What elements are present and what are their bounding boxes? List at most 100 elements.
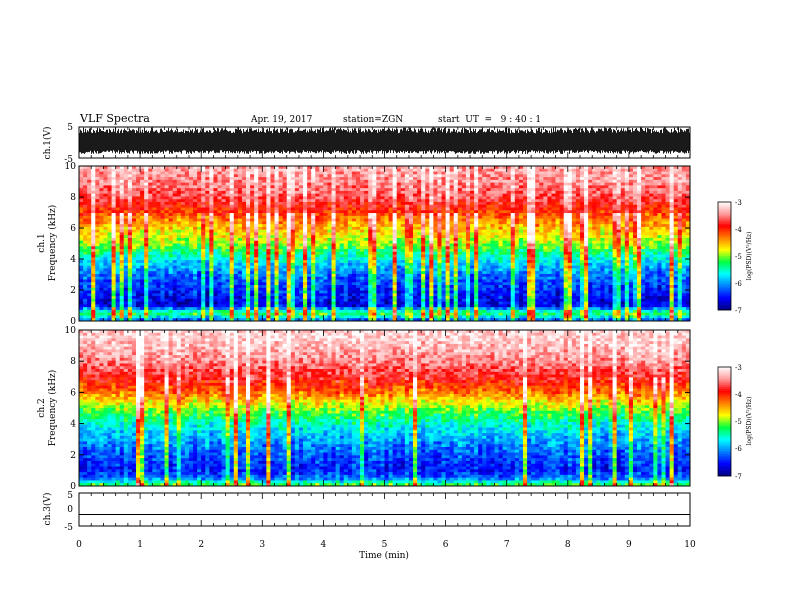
spectrogram-cell <box>156 230 160 233</box>
spectrogram-cell <box>360 185 364 188</box>
spectrogram-cell <box>340 172 344 175</box>
spectrogram-cell <box>270 205 274 208</box>
spectrogram-cell <box>327 183 331 186</box>
spectrogram-cell <box>287 219 291 222</box>
spectrogram-cell <box>103 221 107 224</box>
spectrogram-cell <box>315 205 319 208</box>
spectrogram-cell <box>152 208 156 211</box>
spectrogram-cell <box>413 199 417 202</box>
spectrogram-cell <box>83 255 87 258</box>
spectrogram-cell <box>291 252 295 255</box>
spectrogram-cell <box>103 263 107 266</box>
spectrogram-cell <box>250 224 254 227</box>
spectrogram-cell <box>87 188 91 191</box>
spectrogram-cell <box>327 196 331 199</box>
spectrogram-cell <box>254 227 258 230</box>
spectrogram-cell <box>380 199 384 202</box>
spectrogram-cell <box>352 271 356 274</box>
spectrogram-cell <box>189 191 193 194</box>
spectrogram-cell <box>165 304 169 307</box>
spectrogram-cell <box>222 313 226 316</box>
spectrogram-cell <box>323 310 327 313</box>
spectrogram-cell <box>356 313 360 316</box>
spectrogram-cell <box>307 255 311 258</box>
spectrogram-cell <box>332 304 336 307</box>
spectrogram-cell <box>120 241 124 244</box>
spectrogram-cell <box>307 263 311 266</box>
spectrogram-cell <box>275 279 279 282</box>
spectrogram-cell <box>136 257 140 260</box>
spectrogram-cell <box>425 268 429 271</box>
spectrogram-cell <box>380 255 384 258</box>
spectrogram-cell <box>303 302 307 305</box>
spectrogram-cell <box>275 302 279 305</box>
ch1-waveform-ylabel: ch.1(V) <box>42 127 53 160</box>
spectrogram-cell <box>303 244 307 247</box>
spectrogram-cell <box>116 302 120 305</box>
spectrogram-cell <box>401 307 405 310</box>
spectrogram-cell <box>315 249 319 252</box>
spectrogram-cell <box>380 302 384 305</box>
spectrogram-cell <box>356 302 360 305</box>
spectrogram-cell <box>99 271 103 274</box>
spectrogram-cell <box>401 302 405 305</box>
spectrogram-cell <box>205 213 209 216</box>
spectrogram-cell <box>327 288 331 291</box>
spectrogram-cell <box>291 183 295 186</box>
spectrogram-cell <box>173 238 177 241</box>
spectrogram-cell <box>246 307 250 310</box>
spectrogram-cell <box>124 310 128 313</box>
spectrogram-cell <box>124 208 128 211</box>
spectrogram-cell <box>283 296 287 299</box>
spectrogram-cell <box>307 291 311 294</box>
spectrogram-cell <box>169 238 173 241</box>
spectrogram-cell <box>103 224 107 227</box>
spectrogram-cell <box>213 188 217 191</box>
spectrogram-cell <box>266 263 270 266</box>
spectrogram-cell <box>79 241 83 244</box>
spectrogram-cell <box>99 224 103 227</box>
spectrogram-cell <box>319 246 323 249</box>
spectrogram-cell <box>319 244 323 247</box>
spectrogram-cell <box>197 268 201 271</box>
spectrogram-cell <box>185 205 189 208</box>
spectrogram-cell <box>160 313 164 316</box>
spectrogram-cell <box>165 232 169 235</box>
spectrogram-cell <box>246 194 250 197</box>
spectrogram-cell <box>372 230 376 233</box>
spectrogram-cell <box>429 293 433 296</box>
spectrogram-cell <box>360 227 364 230</box>
spectrogram-cell <box>177 246 181 249</box>
spectrogram-cell <box>213 282 217 285</box>
spectrogram-cell <box>209 288 213 291</box>
spectrogram-cell <box>87 282 91 285</box>
spectrogram-cell <box>303 205 307 208</box>
spectrogram-cell <box>217 282 221 285</box>
spectrogram-cell <box>246 257 250 260</box>
spectrogram-cell <box>405 304 409 307</box>
spectrogram-cell <box>385 227 389 230</box>
spectrogram-cell <box>242 293 246 296</box>
spectrogram-cell <box>429 213 433 216</box>
spectrogram-cell <box>437 208 441 211</box>
spectrogram-cell <box>144 230 148 233</box>
spectrogram-cell <box>230 282 234 285</box>
spectrogram-cell <box>417 205 421 208</box>
spectrogram-cell <box>433 246 437 249</box>
spectrogram-cell <box>405 288 409 291</box>
spectrogram-cell <box>95 310 99 313</box>
spectrogram-cell <box>421 185 425 188</box>
spectrogram-cell <box>156 302 160 305</box>
spectrogram-cell <box>356 238 360 241</box>
spectrogram-cell <box>189 194 193 197</box>
spectrogram-cell <box>169 230 173 233</box>
spectrogram-cell <box>425 224 429 227</box>
spectrogram-cell <box>254 293 258 296</box>
spectrogram-cell <box>144 274 148 277</box>
spectrogram-cell <box>295 199 299 202</box>
spectrogram-cell <box>380 274 384 277</box>
spectrogram-cell <box>120 216 124 219</box>
spectrogram-cell <box>275 307 279 310</box>
spectrogram-cell <box>425 246 429 249</box>
spectrogram-cell <box>160 277 164 280</box>
